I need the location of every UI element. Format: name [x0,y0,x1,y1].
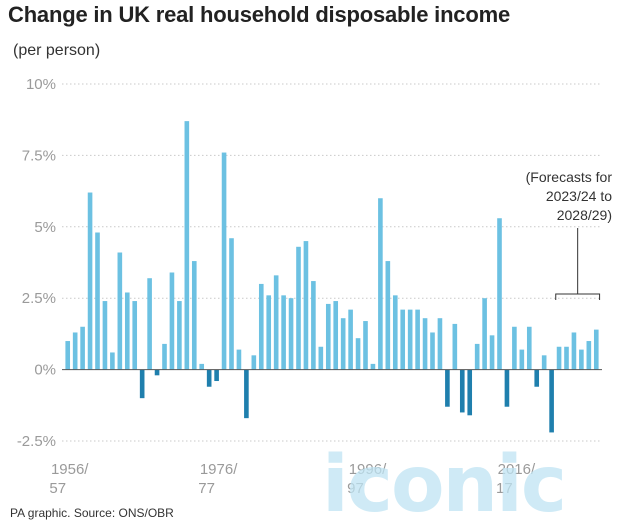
bar [169,272,175,370]
bar [110,352,115,370]
x-tick-label: 57 [49,480,66,497]
forecast-bracket [555,228,601,300]
bar [325,303,331,370]
bar [296,246,301,370]
y-tick-label: 10% [26,76,56,93]
y-tick-label: 0% [34,362,56,379]
bar [340,318,346,370]
bar [489,335,495,370]
x-tick-label: 77 [198,480,215,497]
chart-title: Change in UK real household disposable i… [8,2,510,27]
bar [430,332,435,370]
forecast-annotation-text: 2023/24 to [546,188,612,204]
bar [437,318,443,370]
bar [392,295,398,370]
y-tick-label: -2.5% [17,433,56,450]
bar [303,241,309,370]
bar [244,369,249,419]
x-tick-label: 1996/ [349,461,387,478]
x-tick-label: 97 [347,480,364,497]
bar [519,349,525,370]
bar [497,218,502,370]
bar [415,309,420,370]
bar [147,278,152,370]
x-axis-tick-labels: 1956/57 1976/77 1996/97 2016/17 [49,461,536,497]
watermark-logo: iconic [322,440,567,530]
bar [541,355,547,370]
bar [534,369,540,387]
bar [236,349,242,370]
bar [474,343,480,370]
bar [482,298,487,370]
bar [191,261,197,370]
bar [333,301,339,370]
bar [422,318,428,370]
bar [258,283,264,370]
bar [549,369,554,433]
bar [467,369,473,416]
bar [370,363,376,370]
forecast-annotation-text: 2028/29) [557,207,612,223]
bar [378,198,383,370]
bar [504,369,510,407]
bar [348,309,353,370]
bar [251,355,257,370]
bar [363,321,368,370]
bar [117,252,123,370]
bar [206,369,212,387]
x-tick-label: 17 [496,480,513,497]
bar [87,192,93,370]
bar [564,346,569,370]
bar [72,332,78,370]
x-tick-label: 1976/ [200,461,238,478]
bar [266,295,272,370]
y-tick-label: 5% [34,219,56,236]
y-axis-tick-labels: 10% 7.5% 5% 2.5% 0% -2.5% [17,76,56,450]
bar [177,301,182,370]
bar [154,369,160,376]
bar [452,323,458,370]
bar [355,338,361,370]
bar [229,238,234,370]
bar [385,261,391,370]
source-note: PA graphic. Source: ONS/OBR [10,506,174,520]
bar [512,326,517,370]
bar [459,369,465,413]
bar [162,343,167,370]
bar [318,346,324,370]
x-tick-label: 1956/ [51,461,89,478]
forecast-annotation-text: (Forecasts for [526,169,613,185]
bar [221,152,227,370]
bar [311,281,316,370]
bar [556,346,562,370]
bar [526,326,532,370]
chart-subtitle: (per person) [13,42,101,59]
bar [139,369,145,399]
bar [184,121,190,370]
bar [445,369,450,407]
forecast-annotation: (Forecasts for 2023/24 to 2028/29) [526,169,613,300]
bar [132,301,138,370]
bar [65,341,71,370]
bar [95,232,100,370]
bar [80,326,85,370]
y-tick-label: 7.5% [22,147,56,164]
bar [102,301,108,370]
bar [400,309,406,370]
bar [586,341,592,370]
bar [407,309,413,370]
bar [579,349,584,370]
bar [288,298,294,370]
y-tick-label: 2.5% [22,290,56,307]
bar [124,292,130,370]
bar [593,329,599,370]
bar [214,369,219,382]
bars [65,121,599,433]
bar [281,295,286,370]
bar [199,363,205,370]
x-tick-label: 2016/ [498,461,536,478]
bar [273,275,279,370]
bar [571,332,577,370]
